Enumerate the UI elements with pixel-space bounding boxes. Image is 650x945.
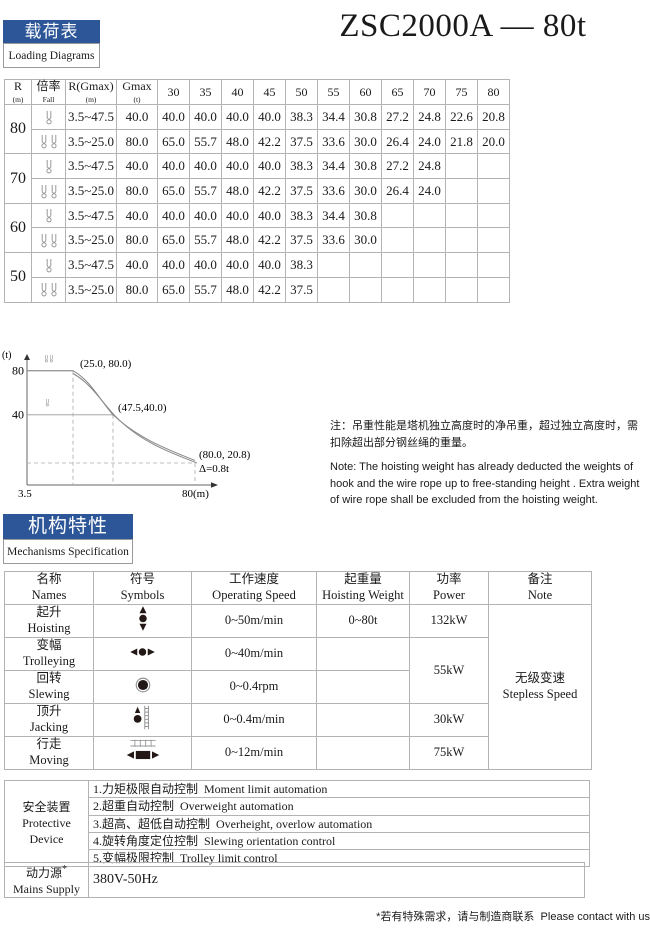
svg-text:3.5: 3.5 [18,488,32,500]
svg-text:(t): (t) [2,350,11,361]
svg-text:80(m): 80(m) [182,488,209,500]
svg-text:40: 40 [12,408,24,422]
svg-text:(80.0, 20.8): (80.0, 20.8) [199,449,251,461]
svg-text:Δ=0.8t: Δ=0.8t [199,463,229,475]
svg-text:80: 80 [12,364,24,378]
svg-text:(25.0, 80.0): (25.0, 80.0) [80,358,132,370]
svg-text:(47.5,40.0): (47.5,40.0) [118,402,167,414]
